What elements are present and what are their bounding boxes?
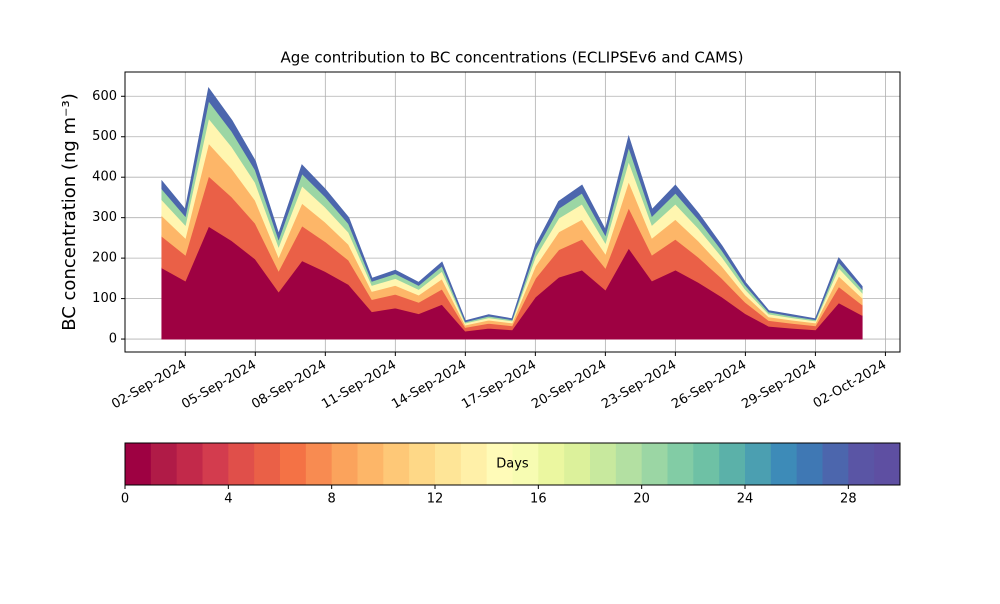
colorbar-swatch [719, 443, 746, 485]
colorbar-swatch [150, 443, 178, 485]
colorbar-swatch [357, 443, 384, 485]
colorbar-swatch [176, 443, 203, 485]
colorbar-tick-label: 16 [530, 492, 547, 507]
colorbar-swatch [383, 443, 410, 485]
colorbar-swatch [254, 443, 281, 485]
x-tick-label: 17-Sep-2024 [459, 358, 539, 413]
colorbar-tick-label: 0 [121, 492, 129, 507]
colorbar-swatch [305, 443, 333, 485]
colorbar-tick-label: 4 [224, 492, 232, 507]
colorbar-swatch [460, 443, 488, 485]
y-tick-label: 200 [92, 251, 117, 266]
x-tick-label: 05-Sep-2024 [179, 358, 259, 413]
colorbar-tick-label: 24 [737, 492, 754, 507]
colorbar-swatch [615, 443, 643, 485]
colorbar-swatch [538, 443, 565, 485]
y-axis-label: BC concentration (ng m⁻³) [59, 93, 80, 331]
y-tick-label: 500 [92, 129, 117, 144]
colorbar-swatch [822, 443, 849, 485]
colorbar-label: Days [496, 457, 529, 472]
colorbar-tick-label: 12 [427, 492, 444, 507]
y-tick-label: 100 [92, 291, 117, 306]
colorbar-swatch [745, 443, 772, 485]
x-tick-label: 26-Sep-2024 [669, 358, 749, 413]
colorbar-swatch [770, 443, 798, 485]
colorbar-swatch [564, 443, 591, 485]
colorbar-swatch [202, 443, 229, 485]
colorbar-swatch [331, 443, 358, 485]
chart-title: Age contribution to BC concentrations (E… [281, 49, 744, 67]
x-tick-label: 11-Sep-2024 [319, 358, 399, 413]
colorbar-swatch [435, 443, 462, 485]
colorbar-swatch [693, 443, 720, 485]
plot-frame [124, 71, 901, 353]
colorbar-swatch [228, 443, 255, 485]
colorbar-swatch [409, 443, 436, 485]
colorbar-swatch [641, 443, 668, 485]
colorbar-swatch [796, 443, 823, 485]
x-tick-label: 14-Sep-2024 [389, 358, 469, 413]
y-tick-label: 300 [92, 210, 117, 225]
x-tick-label: 23-Sep-2024 [599, 358, 679, 413]
y-tick-label: 400 [92, 170, 117, 185]
colorbar-swatch [590, 443, 617, 485]
colorbar-swatch [125, 443, 152, 485]
colorbar-swatch [512, 443, 539, 485]
y-tick-label: 0 [109, 332, 117, 347]
colorbar-frame [124, 442, 901, 486]
y-tick-label: 600 [92, 89, 117, 104]
colorbar-swatch [486, 443, 513, 485]
x-tick-label: 20-Sep-2024 [529, 358, 609, 413]
colorbar-tick-label: 28 [840, 492, 857, 507]
colorbar-tick-label: 20 [633, 492, 650, 507]
x-tick-label: 08-Sep-2024 [249, 358, 329, 413]
colorbar-swatch [280, 443, 307, 485]
colorbar-swatch [667, 443, 694, 485]
colorbar-tick-label: 8 [328, 492, 336, 507]
x-tick-label: 02-Sep-2024 [109, 358, 189, 413]
x-tick-label: 02-Oct-2024 [811, 358, 889, 412]
x-tick-label: 29-Sep-2024 [739, 358, 819, 413]
colorbar-swatch [848, 443, 875, 485]
area [161, 86, 863, 323]
colorbar-swatch [874, 443, 901, 485]
